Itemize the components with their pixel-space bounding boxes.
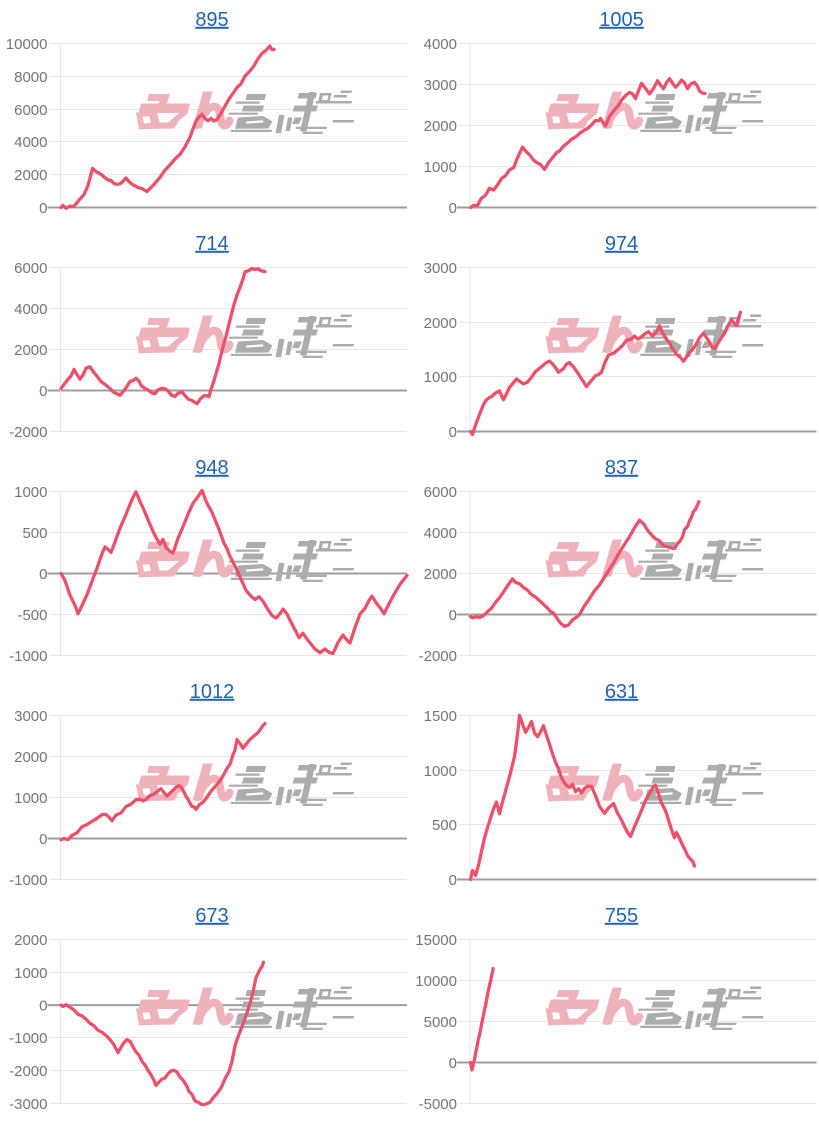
- svg-text:3000: 3000: [424, 77, 457, 94]
- svg-text:500: 500: [432, 817, 457, 834]
- svg-text:948: 948: [195, 457, 228, 479]
- svg-text:2000: 2000: [424, 566, 457, 583]
- svg-text:0: 0: [449, 200, 457, 217]
- svg-text:5000: 5000: [424, 1014, 457, 1031]
- svg-text:0: 0: [449, 424, 457, 441]
- svg-text:631: 631: [605, 681, 638, 703]
- svg-text:-500: -500: [17, 607, 47, 624]
- svg-text:0: 0: [39, 831, 47, 848]
- svg-text:0: 0: [449, 1055, 457, 1072]
- svg-text:6000: 6000: [14, 102, 47, 119]
- svg-text:755: 755: [605, 905, 638, 927]
- svg-text:4000: 4000: [14, 134, 47, 151]
- svg-text:1000: 1000: [14, 790, 47, 807]
- svg-text:4000: 4000: [424, 525, 457, 542]
- svg-text:0: 0: [39, 998, 47, 1015]
- svg-text:1000: 1000: [424, 763, 457, 780]
- svg-text:6000: 6000: [424, 484, 457, 501]
- svg-text:2000: 2000: [424, 315, 457, 332]
- svg-text:0: 0: [449, 607, 457, 624]
- svg-text:-3000: -3000: [9, 1096, 47, 1113]
- svg-text:10000: 10000: [6, 36, 48, 53]
- svg-text:0: 0: [449, 872, 457, 889]
- svg-text:4000: 4000: [424, 36, 457, 53]
- svg-text:3000: 3000: [424, 260, 457, 277]
- svg-text:-1000: -1000: [9, 872, 47, 889]
- svg-text:2000: 2000: [424, 118, 457, 135]
- svg-text:2000: 2000: [14, 342, 47, 359]
- svg-text:2000: 2000: [14, 749, 47, 766]
- svg-text:1000: 1000: [14, 484, 47, 501]
- svg-text:1500: 1500: [424, 708, 457, 725]
- svg-text:0: 0: [39, 383, 47, 400]
- svg-text:-5000: -5000: [419, 1096, 457, 1113]
- svg-text:0: 0: [39, 566, 47, 583]
- svg-text:1000: 1000: [424, 369, 457, 386]
- svg-text:-1000: -1000: [9, 1030, 47, 1047]
- svg-text:2000: 2000: [14, 167, 47, 184]
- svg-text:1000: 1000: [424, 159, 457, 176]
- svg-text:500: 500: [22, 525, 47, 542]
- svg-text:2000: 2000: [14, 932, 47, 949]
- svg-text:3000: 3000: [14, 708, 47, 725]
- svg-text:4000: 4000: [14, 301, 47, 318]
- svg-text:673: 673: [195, 905, 228, 927]
- svg-text:-2000: -2000: [419, 648, 457, 665]
- svg-text:10000: 10000: [415, 973, 457, 990]
- svg-text:-2000: -2000: [9, 1063, 47, 1080]
- svg-text:1012: 1012: [190, 681, 235, 703]
- svg-text:0: 0: [39, 200, 47, 217]
- svg-text:895: 895: [195, 9, 228, 31]
- svg-text:1005: 1005: [599, 9, 644, 31]
- svg-text:15000: 15000: [415, 932, 457, 949]
- svg-text:8000: 8000: [14, 69, 47, 86]
- svg-text:1000: 1000: [14, 965, 47, 982]
- svg-text:6000: 6000: [14, 260, 47, 277]
- svg-text:-1000: -1000: [9, 648, 47, 665]
- svg-text:837: 837: [605, 457, 638, 479]
- svg-text:714: 714: [195, 233, 228, 255]
- svg-text:-2000: -2000: [9, 424, 47, 441]
- svg-text:974: 974: [605, 233, 638, 255]
